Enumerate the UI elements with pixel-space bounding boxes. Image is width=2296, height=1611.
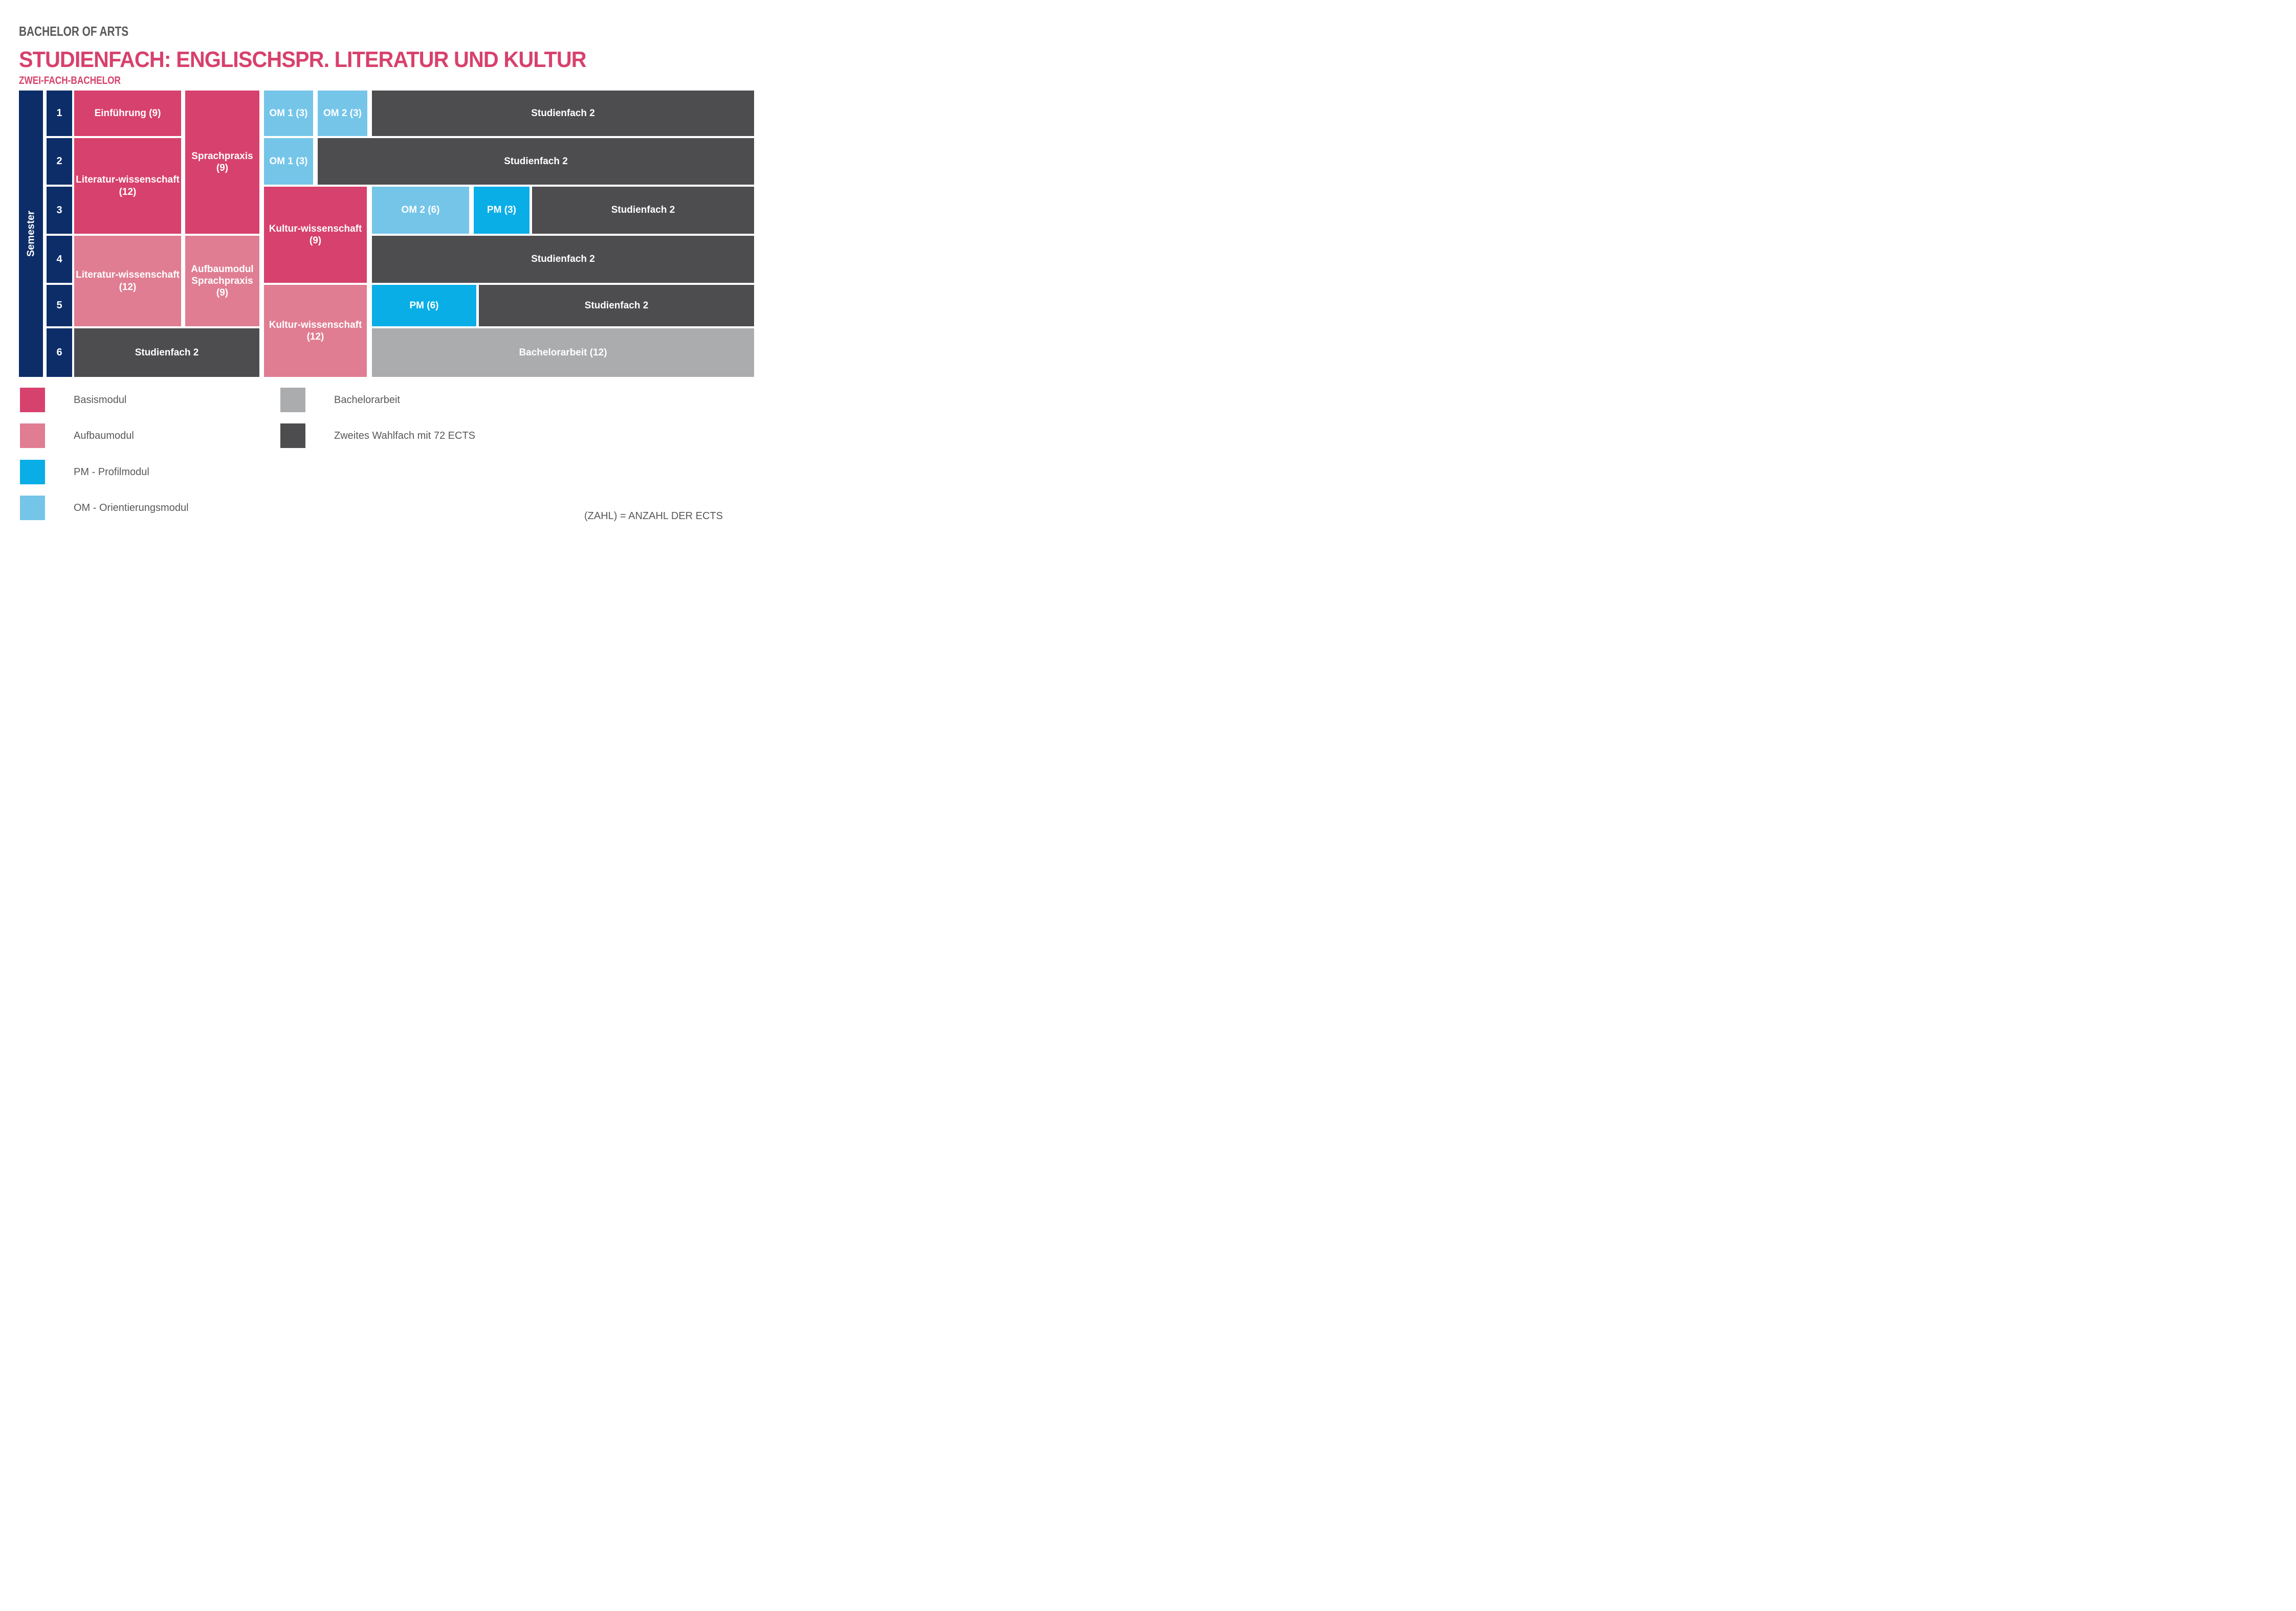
legend-label: Aufbaumodul bbox=[74, 430, 134, 441]
module-pm-3: PM (3) bbox=[474, 187, 529, 234]
module-studienfach2-sem4: Studienfach 2 bbox=[372, 236, 754, 283]
zweites-wahlfach-swatch bbox=[280, 423, 305, 448]
module-pm-6: PM (6) bbox=[372, 285, 476, 326]
module-studienfach2-sem2: Studienfach 2 bbox=[318, 138, 754, 185]
semester-axis: Semester bbox=[19, 91, 43, 377]
page-title: STUDIENFACH: ENGLISCHSPR. LITERATUR UND … bbox=[19, 47, 587, 72]
module-einfuehrung: Einführung (9) bbox=[74, 91, 181, 136]
degree-label: BACHELOR OF ARTS bbox=[19, 24, 129, 39]
legend-item-profilmodul: PM - Profilmodul bbox=[20, 460, 149, 484]
module-om2-sem1: OM 2 (3) bbox=[318, 91, 367, 136]
semester-number-4: 4 bbox=[47, 236, 72, 283]
legend-item-aufbaumodul: Aufbaumodul bbox=[20, 423, 134, 448]
semester-axis-label: Semester bbox=[25, 210, 36, 257]
module-kulturwissenschaft-12: Kultur-wissenschaft (12) bbox=[264, 285, 367, 377]
module-kulturwissenschaft-9: Kultur-wissenschaft (9) bbox=[264, 187, 367, 283]
module-literatur-aufbau: Literatur-wissenschaft (12) bbox=[74, 236, 181, 326]
aufbaumodul-swatch bbox=[20, 423, 45, 448]
module-om1-sem1: OM 1 (3) bbox=[264, 91, 313, 136]
legend-item-orientierungsmodul: OM - Orientierungsmodul bbox=[20, 496, 189, 520]
module-studienfach2-sem6: Studienfach 2 bbox=[74, 328, 259, 377]
semester-number-6: 6 bbox=[47, 328, 72, 377]
ects-footnote: (ZAHL) = ANZAHL DER ECTS bbox=[584, 510, 723, 522]
study-plan-page: BACHELOR OF ARTS STUDIENFACH: ENGLISCHSP… bbox=[0, 0, 765, 537]
module-studienfach2-sem5: Studienfach 2 bbox=[479, 285, 754, 326]
semester-number-2: 2 bbox=[47, 138, 72, 185]
module-sprachpraxis: Sprachpraxis (9) bbox=[185, 91, 259, 234]
module-studienfach2-sem1: Studienfach 2 bbox=[372, 91, 754, 136]
legend-label: Zweites Wahlfach mit 72 ECTS bbox=[334, 430, 476, 441]
orientierungsmodul-swatch bbox=[20, 496, 45, 520]
legend-item-zweites-wahlfach: Zweites Wahlfach mit 72 ECTS bbox=[280, 423, 475, 448]
legend-label: PM - Profilmodul bbox=[74, 466, 149, 478]
bachelorarbeit-swatch bbox=[280, 388, 305, 412]
profilmodul-swatch bbox=[20, 460, 45, 484]
module-aufbaumodul-sprachpraxis: Aufbaumodul Sprachpraxis (9) bbox=[185, 236, 259, 326]
legend-label: Bachelorarbeit bbox=[334, 394, 400, 406]
module-bachelorarbeit: Bachelorarbeit (12) bbox=[372, 328, 754, 377]
basismodul-swatch bbox=[20, 388, 45, 412]
legend-label: OM - Orientierungsmodul bbox=[74, 502, 189, 513]
module-om2-sem3: OM 2 (6) bbox=[372, 187, 469, 234]
module-om1-sem2: OM 1 (3) bbox=[264, 138, 313, 185]
semester-number-5: 5 bbox=[47, 285, 72, 326]
semester-number-1: 1 bbox=[47, 91, 72, 136]
module-literatur-basis: Literatur-wissenschaft (12) bbox=[74, 138, 181, 234]
legend-label: Basismodul bbox=[74, 394, 127, 406]
module-studienfach2-sem3: Studienfach 2 bbox=[532, 187, 754, 234]
legend-item-bachelorarbeit: Bachelorarbeit bbox=[280, 388, 400, 412]
program-type-label: ZWEI-FACH-BACHELOR bbox=[19, 75, 121, 86]
semester-number-3: 3 bbox=[47, 187, 72, 234]
legend-item-basismodul: Basismodul bbox=[20, 388, 126, 412]
